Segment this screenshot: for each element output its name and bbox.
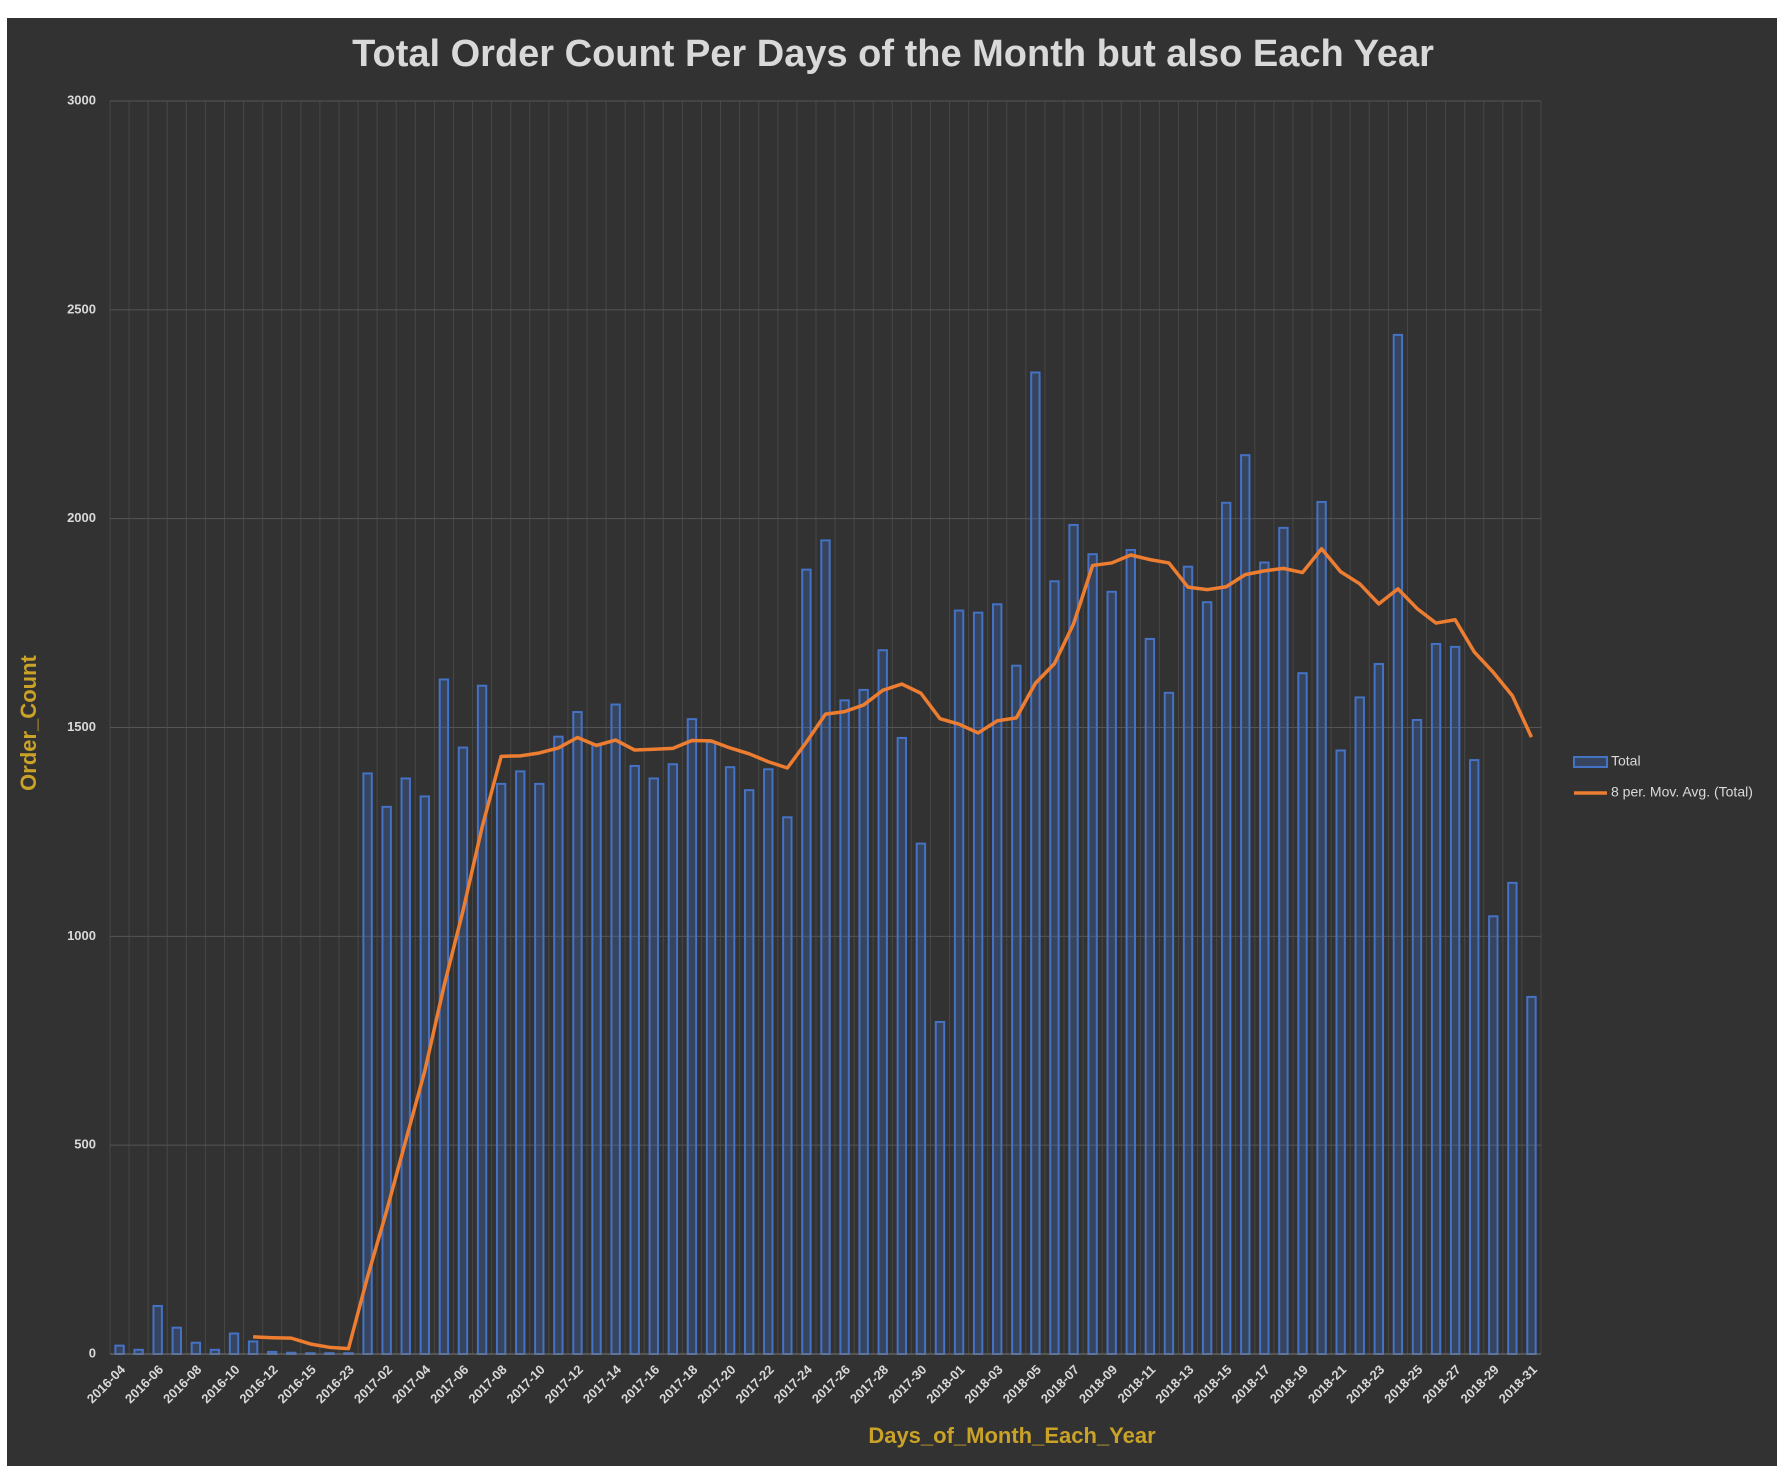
bar: [782, 816, 793, 1355]
y-tick-label: 3000: [67, 92, 96, 107]
bar: [190, 1341, 202, 1356]
bar: [1354, 696, 1365, 1355]
bar: [1411, 718, 1423, 1355]
bar: [1507, 881, 1518, 1355]
bar: [247, 1340, 259, 1355]
y-tick-label: 1500: [67, 719, 96, 734]
bar: [724, 766, 736, 1355]
bar: [648, 777, 659, 1355]
bar: [1220, 501, 1232, 1355]
bar: [572, 711, 583, 1355]
bar: [667, 763, 679, 1355]
y-tick-label: 2000: [67, 510, 96, 525]
bar: [972, 611, 984, 1355]
legend-label: Total: [1611, 753, 1641, 769]
y-tick-label: 500: [74, 1137, 96, 1152]
bar: [1430, 642, 1442, 1355]
moving-average-line: [253, 546, 1534, 1351]
bar: [1469, 759, 1480, 1355]
bar: [839, 699, 850, 1355]
bar: [934, 1020, 946, 1356]
bar: [553, 735, 564, 1355]
bar: [457, 746, 469, 1355]
legend-swatch: [1573, 756, 1608, 768]
bar: [743, 789, 755, 1355]
bar: [381, 805, 392, 1355]
bar: [1259, 561, 1270, 1355]
bar: [629, 764, 640, 1355]
bar: [1373, 663, 1385, 1355]
y-tick-label: 0: [89, 1345, 96, 1360]
chart-title: Total Order Count Per Days of the Month …: [352, 33, 1434, 75]
bar: [1488, 915, 1499, 1355]
legend-label: 8 per. Mov. Avg. (Total): [1611, 784, 1753, 800]
bar: [1316, 500, 1327, 1355]
bar: [820, 539, 831, 1355]
bar: [1297, 672, 1308, 1355]
bar: [171, 1326, 182, 1356]
bar: [1335, 749, 1346, 1355]
bar: [992, 603, 1003, 1355]
bar: [438, 678, 450, 1355]
bar: [209, 1348, 221, 1356]
bar: [1049, 580, 1060, 1355]
bar: [1144, 637, 1156, 1355]
bar: [610, 703, 621, 1355]
bar: [1392, 333, 1404, 1356]
y-tick-label: 2500: [67, 301, 96, 316]
y-axis-title: Order_Count: [16, 654, 41, 790]
bar: [801, 568, 812, 1355]
bar: [1449, 645, 1461, 1355]
bar: [763, 768, 774, 1355]
bar: [686, 718, 698, 1355]
bar: [495, 782, 507, 1355]
bar: [1163, 691, 1175, 1355]
bar: [915, 842, 927, 1355]
bar: [1240, 454, 1251, 1355]
x-axis-title: Days_of_Month_Each_Year: [868, 1423, 1156, 1448]
bar: [228, 1332, 240, 1355]
bar: [114, 1344, 125, 1355]
bar: [858, 688, 869, 1355]
bar: [1087, 553, 1098, 1355]
bar: [476, 684, 488, 1355]
bar: [133, 1348, 144, 1356]
bar: [1201, 601, 1213, 1355]
bar: [1526, 995, 1537, 1356]
bar: [515, 770, 526, 1355]
bar: [400, 777, 411, 1355]
bar: [1011, 664, 1022, 1355]
bar: [877, 649, 888, 1355]
bar: [591, 743, 602, 1355]
bar: [1030, 371, 1041, 1355]
bar: [534, 782, 545, 1355]
bar: [1125, 548, 1136, 1355]
bar: [896, 736, 908, 1355]
bar: [1068, 523, 1079, 1355]
bar: [1278, 526, 1289, 1355]
y-tick-label: 1000: [67, 928, 96, 943]
bar: [705, 741, 717, 1355]
bar: [1182, 565, 1194, 1355]
bar: [152, 1304, 163, 1356]
bar: [1106, 590, 1117, 1355]
